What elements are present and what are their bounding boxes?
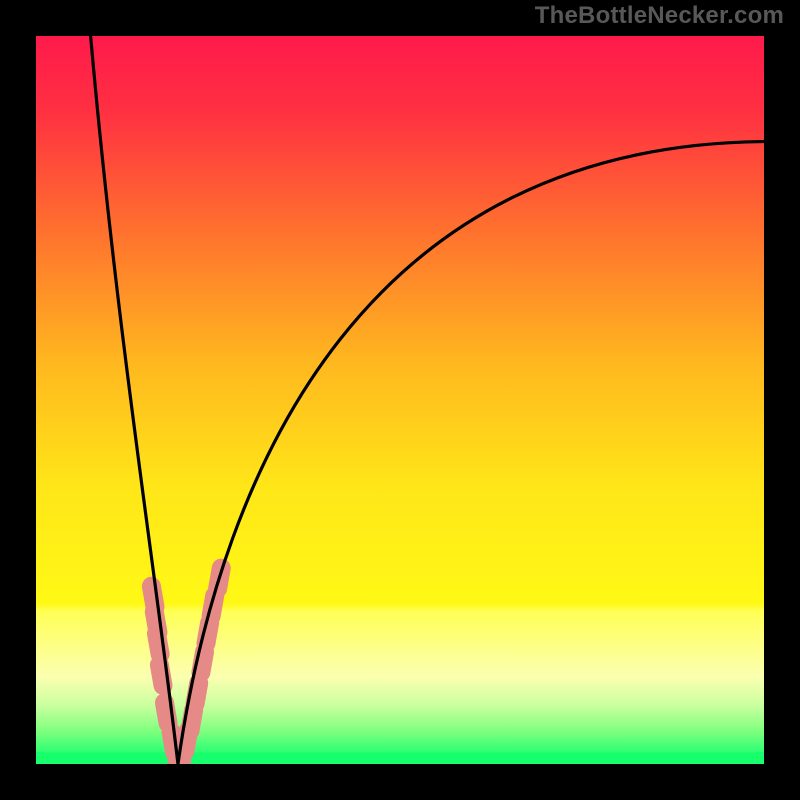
bead: [195, 683, 199, 704]
bead: [159, 665, 163, 686]
bead: [156, 634, 160, 655]
bottom-green-strip: [36, 752, 764, 764]
chart-frame: TheBottleNecker.com: [0, 0, 800, 800]
bead: [190, 710, 194, 731]
gradient-background: [36, 36, 764, 764]
bead: [164, 703, 168, 724]
bottleneck-chart: [36, 36, 764, 764]
watermark-text: TheBottleNecker.com: [535, 2, 784, 30]
bead: [201, 652, 205, 673]
